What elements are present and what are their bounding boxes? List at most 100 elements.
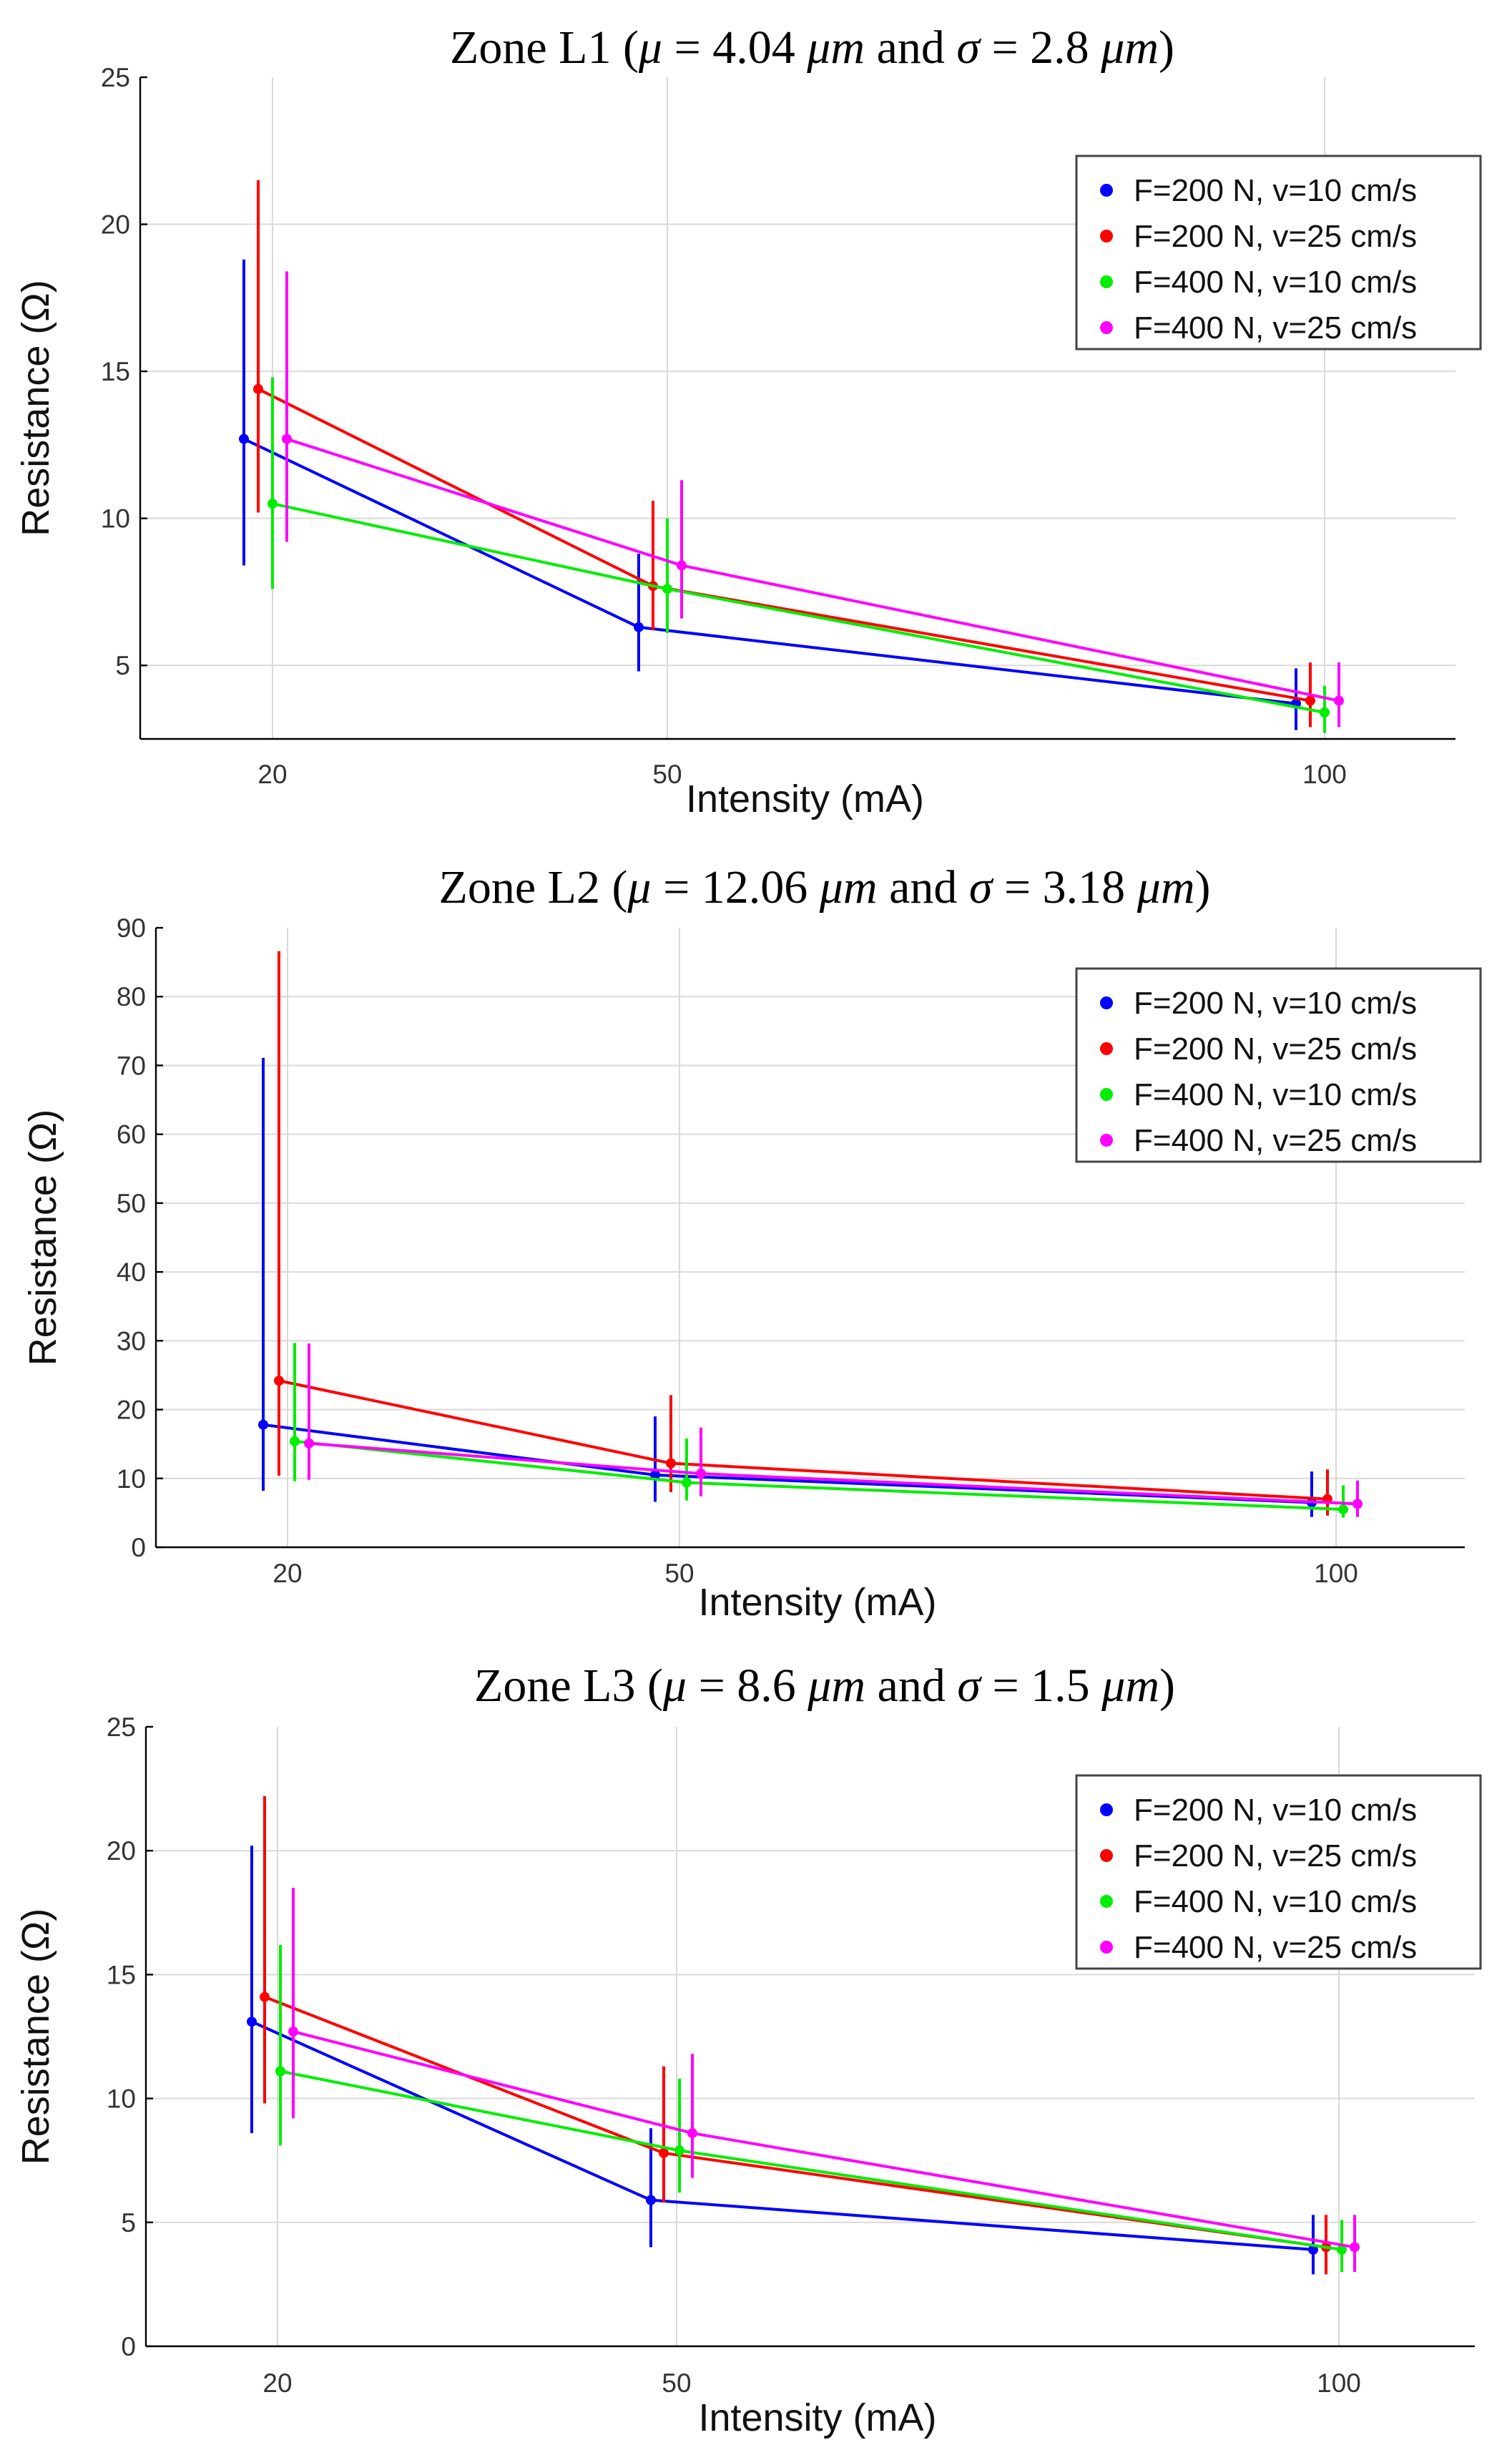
title-zone: Zone L1 (: [450, 21, 639, 74]
x-tick-label: 100: [1317, 2368, 1361, 2398]
y-axis-label: Resistance (Ω): [14, 1908, 57, 2165]
y-tick-label: 15: [107, 1960, 136, 1989]
title-mu-value: = 12.06: [652, 861, 820, 913]
data-point: [290, 1436, 300, 1446]
title-zone: Zone L2 (: [439, 861, 628, 913]
y-tick-label: 5: [115, 651, 130, 680]
y-tick-label: 10: [117, 1464, 146, 1494]
y-tick-label: 20: [101, 210, 130, 240]
legend-entry: F=400 N, v=25 cm/s: [1134, 1123, 1417, 1158]
legend-marker: [1100, 230, 1113, 242]
y-axis-label: Resistance (Ω): [14, 280, 57, 536]
series-s2: [260, 1795, 1331, 2275]
legend-marker: [1100, 1042, 1113, 1055]
data-point: [304, 1438, 314, 1449]
legend-box: [1075, 155, 1482, 351]
legend-entry: F=200 N, v=10 cm/s: [1134, 1793, 1417, 1828]
data-point: [253, 383, 263, 394]
legend-marker: [1100, 1941, 1113, 1954]
data-point: [288, 2027, 298, 2037]
series-line: [257, 387, 1311, 702]
data-point: [682, 1477, 692, 1488]
title-mu: μ: [638, 21, 662, 74]
legend: F=200 N, v=10 cm/s F=200 N, v=25 cm/s F=40…: [1075, 967, 1482, 1163]
data-point: [1305, 695, 1315, 706]
legend-marker: [1100, 184, 1113, 197]
series-s3: [267, 377, 1330, 733]
series-line: [294, 1439, 1344, 1511]
title-unit: μm: [807, 1660, 865, 1712]
legend-entry: F=200 N, v=10 cm/s: [1134, 986, 1417, 1021]
legend-entry: F=400 N, v=10 cm/s: [1134, 265, 1417, 300]
title-sigma-value: = 1.5: [981, 1660, 1101, 1712]
data-point: [696, 1469, 706, 1479]
x-tick-label: 50: [662, 2368, 691, 2398]
x-axis-label: Intensity (mA): [698, 1581, 936, 1624]
chart-title: Zone L2 (μ = 12.06 μm and σ = 3.18 μm): [439, 861, 1211, 913]
title-sigma-value: = 3.18: [992, 861, 1137, 913]
legend-entry: F=400 N, v=10 cm/s: [1134, 1077, 1417, 1112]
series-line: [251, 2020, 1314, 2251]
title-sigma: σ: [957, 1660, 982, 1712]
y-tick-label: 25: [101, 63, 130, 92]
legend-marker: [1100, 1895, 1113, 1908]
series-line: [243, 437, 1297, 705]
data-point: [247, 2017, 257, 2027]
y-tick-label: 15: [101, 357, 130, 386]
data-point: [239, 433, 249, 444]
legend-marker: [1100, 996, 1113, 1009]
chart-title: Zone L3 (μ = 8.6 μm and σ = 1.5 μm): [474, 1660, 1175, 1712]
data-point: [1320, 707, 1330, 717]
y-tick-label: 20: [117, 1396, 146, 1425]
legend-marker: [1100, 275, 1113, 288]
title-zone: Zone L3 (: [474, 1660, 663, 1712]
data-point: [274, 1376, 284, 1386]
y-tick-label: 0: [121, 2332, 136, 2361]
y-tick-label: 10: [107, 2084, 136, 2114]
legend-entry: F=400 N, v=10 cm/s: [1134, 1884, 1417, 1919]
y-tick-label: 20: [107, 1836, 136, 1866]
y-tick-label: 90: [117, 913, 146, 943]
legend-marker: [1100, 1803, 1113, 1816]
data-point: [687, 2128, 697, 2139]
title-unit: μm: [819, 861, 878, 913]
chart-panel-2: Zone L2 (μ = 12.06 μm and σ = 3.18 μm) 0 1…: [21, 861, 1482, 1624]
title-unit: μm: [806, 21, 865, 74]
x-tick-label: 100: [1302, 760, 1347, 789]
legend-entry: F=200 N, v=25 cm/s: [1134, 1032, 1417, 1067]
chart-panel-1: Zone L1 (μ = 4.04 μm and σ = 2.8 μm) 5 10 1…: [14, 21, 1482, 820]
legend-entry: F=400 N, v=25 cm/s: [1134, 1930, 1417, 1965]
series-s2: [274, 951, 1332, 1516]
x-tick-label: 100: [1314, 1559, 1358, 1588]
y-tick-label: 80: [117, 982, 146, 1011]
data-point: [1334, 695, 1344, 706]
legend-entry: F=400 N, v=25 cm/s: [1134, 310, 1417, 346]
legend-entry: F=200 N, v=25 cm/s: [1134, 1838, 1417, 1873]
legend-entry: F=200 N, v=10 cm/s: [1134, 173, 1417, 208]
series-s4: [282, 271, 1344, 727]
data-point: [260, 1991, 270, 2002]
legend-box: [1075, 1774, 1482, 1970]
data-point: [674, 2145, 684, 2156]
title-unit: μm: [1100, 21, 1159, 74]
title-unit: μm: [1101, 1660, 1159, 1712]
x-axis-label: Intensity (mA): [686, 778, 924, 820]
x-axis-label: Intensity (mA): [698, 2396, 936, 2439]
data-point: [1338, 1504, 1348, 1515]
series-s1: [258, 1057, 1317, 1517]
chart-panel-3: Zone L3 (μ = 8.6 μm and σ = 1.5 μm) 0 5 10 1…: [14, 1660, 1482, 2439]
series-line: [308, 1441, 1358, 1506]
title-sigma: σ: [969, 861, 994, 913]
data-point: [662, 584, 672, 594]
legend-entry: F=200 N, v=25 cm/s: [1134, 219, 1417, 254]
title-close: ): [1159, 21, 1174, 74]
legend-marker: [1100, 1849, 1113, 1862]
legend-marker: [1100, 321, 1113, 334]
title-mu-value: = 4.04: [662, 21, 807, 74]
y-tick-label: 10: [101, 504, 130, 534]
data-point: [650, 1469, 660, 1480]
data-point: [659, 2147, 669, 2158]
title-close: ): [1194, 861, 1210, 913]
title-mu-value: = 8.6: [687, 1660, 807, 1712]
